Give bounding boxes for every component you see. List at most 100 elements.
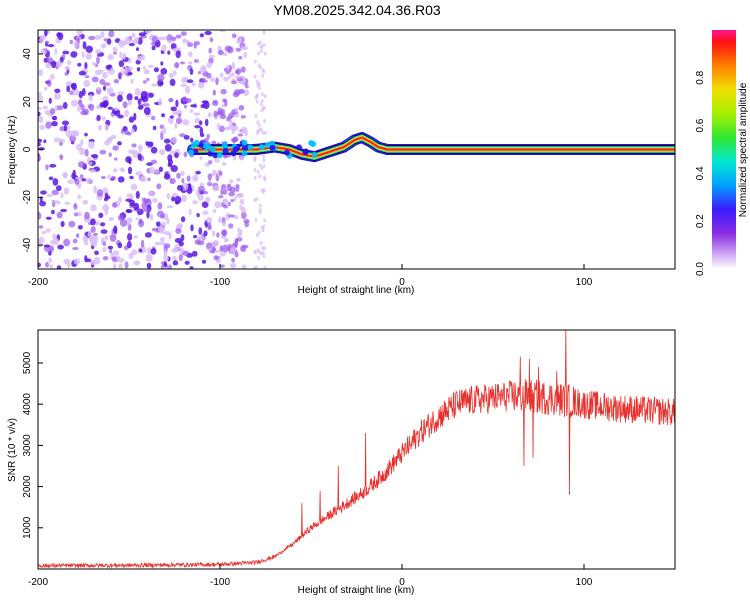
noise-blob <box>45 228 51 233</box>
noise-blob <box>113 79 120 84</box>
noise-blob <box>222 98 227 103</box>
noise-blob <box>199 33 205 38</box>
noise-blob <box>107 106 114 110</box>
signal-blob <box>302 149 309 155</box>
noise-blob <box>137 55 144 61</box>
noise-blob <box>190 137 194 143</box>
noise-blob <box>100 43 107 49</box>
noise-blob <box>194 125 201 129</box>
noise-blob <box>70 83 76 89</box>
signal-blob <box>193 139 200 146</box>
noise-blob <box>186 175 191 182</box>
noise-blob <box>38 106 42 110</box>
noise-blob <box>220 187 224 196</box>
noise-blob <box>228 214 235 218</box>
noise-blob <box>256 170 260 174</box>
noise-blob <box>84 61 88 70</box>
signal-blob <box>308 140 315 146</box>
noise-blob <box>262 254 266 259</box>
noise-blob <box>113 225 118 234</box>
noise-blob <box>112 46 118 53</box>
noise-blob <box>146 162 153 166</box>
noise-blob <box>99 149 107 155</box>
noise-blob <box>231 128 235 135</box>
noise-blob <box>108 152 112 157</box>
noise-blob <box>113 263 117 269</box>
noise-blob <box>149 166 155 174</box>
noise-blob <box>51 209 55 215</box>
signal-blob <box>269 144 276 151</box>
noise-blob <box>106 65 111 70</box>
noise-blob <box>111 175 117 181</box>
noise-blob <box>213 255 219 261</box>
noise-blob <box>180 31 187 36</box>
noise-blob <box>229 246 237 255</box>
noise-blob <box>198 81 205 89</box>
x-tick-label: 0 <box>399 577 405 588</box>
noise-blob <box>207 112 212 118</box>
noise-blob <box>106 87 114 95</box>
noise-blob <box>225 212 231 221</box>
noise-blob <box>138 32 146 37</box>
noise-blob <box>169 178 176 185</box>
noise-blob <box>56 265 62 269</box>
noise-blob <box>199 182 205 187</box>
noise-blob <box>144 30 152 34</box>
noise-blob <box>69 90 74 96</box>
noise-blob <box>129 175 134 180</box>
noise-blob <box>133 37 140 42</box>
noise-blob <box>173 70 177 76</box>
noise-blob <box>88 141 95 149</box>
noise-blob <box>54 92 61 100</box>
noise-blob <box>157 36 163 41</box>
noise-blob <box>122 52 126 60</box>
noise-blob <box>258 163 262 168</box>
noise-blob <box>259 49 263 54</box>
noise-blob <box>178 240 184 247</box>
noise-blob <box>200 104 206 109</box>
noise-blob <box>124 65 128 74</box>
noise-blob <box>146 262 152 269</box>
noise-blob <box>107 67 116 75</box>
noise-blob <box>117 242 123 249</box>
noise-blob <box>152 197 158 203</box>
noise-blob <box>69 39 74 45</box>
noise-blob <box>53 200 60 204</box>
noise-blob <box>168 72 174 78</box>
x-tick-label: -100 <box>210 577 230 588</box>
noise-blob <box>130 183 138 191</box>
noise-blob <box>118 60 125 68</box>
noise-blob <box>182 250 190 256</box>
noise-blob <box>125 156 132 163</box>
noise-blob <box>88 35 96 41</box>
noise-blob <box>235 47 242 52</box>
noise-blob <box>46 79 52 87</box>
signal-blob <box>212 152 219 159</box>
noise-blob <box>216 123 221 130</box>
noise-blob <box>81 178 87 182</box>
noise-blob <box>255 197 259 202</box>
noise-blob <box>127 233 133 241</box>
noise-blob <box>148 92 154 98</box>
noise-blob <box>159 81 164 86</box>
noise-blob <box>77 194 82 200</box>
noise-blob <box>94 250 99 255</box>
noise-blob <box>118 196 122 203</box>
noise-blob <box>203 138 209 142</box>
noise-blob <box>245 84 249 89</box>
noise-blob <box>68 220 76 228</box>
noise-blob <box>112 145 119 151</box>
noise-blob <box>260 99 264 104</box>
noise-blob <box>172 47 180 51</box>
noise-blob <box>38 91 42 97</box>
noise-blob <box>207 173 212 181</box>
noise-blob <box>179 61 186 65</box>
noise-blob <box>147 177 151 182</box>
noise-blob <box>72 89 80 96</box>
noise-blob <box>175 228 182 235</box>
noise-blob <box>117 114 124 119</box>
noise-blob <box>117 176 125 183</box>
noise-blob <box>219 252 226 257</box>
noise-blob <box>137 153 142 161</box>
